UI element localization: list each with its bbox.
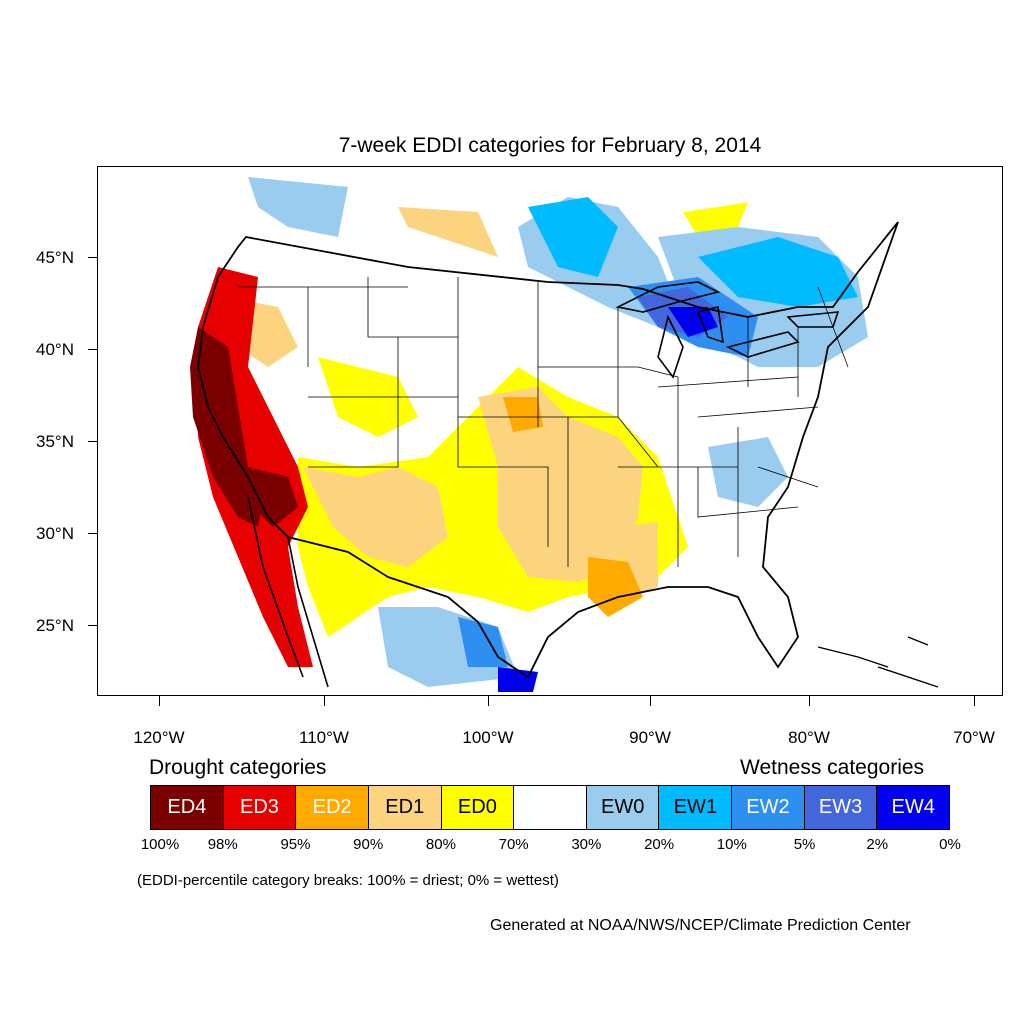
ew4-region-gulf	[498, 667, 538, 692]
legend-break-label: 30%	[571, 836, 602, 853]
category-note: (EDDI-percentile category breaks: 100% =…	[137, 872, 559, 889]
wetness-categories-heading: Wetness categories	[740, 756, 925, 779]
ed4-region-socal	[248, 467, 298, 527]
legend-swatch-label: EW1	[673, 796, 717, 818]
great-lakes	[615, 281, 840, 379]
legend-break-label: 80%	[425, 836, 456, 853]
lon-label-100: 100°W	[462, 728, 514, 747]
lon-tick	[324, 696, 326, 706]
legend-colorbar: ED4 ED3 ED2 ED1 ED0 EW0 EW1 EW2 EW3 EW4	[150, 785, 950, 830]
legend-swatch-ed2: ED2	[296, 786, 369, 829]
lon-tick	[159, 696, 161, 706]
lon-tick	[809, 696, 811, 706]
legend-swatch-label: ED4	[167, 796, 207, 818]
legend-swatch-neutral	[514, 786, 587, 829]
lat-label-35: 35°N	[36, 432, 74, 451]
legend-swatch-ew4: EW4	[877, 786, 950, 829]
legend-break-label: 10%	[716, 836, 747, 853]
lon-label-120: 120°W	[133, 728, 185, 747]
map-title: 7-week EDDI categories for February 8, 2…	[338, 134, 762, 157]
lon-label-90: 90°W	[629, 728, 671, 747]
baja-outline	[247, 496, 304, 678]
mexico-outline	[287, 536, 329, 688]
legend-swatch-label: ED3	[240, 796, 279, 818]
legend-swatch-ew0: EW0	[586, 786, 660, 829]
ew0-region-nw	[248, 177, 348, 237]
lat-tick	[88, 533, 98, 535]
map-frame	[97, 166, 1003, 696]
state-borders	[238, 277, 849, 567]
lon-label-70: 70°W	[953, 728, 995, 747]
ed4-region-california	[190, 327, 263, 527]
ew2-region-southtx	[458, 617, 508, 667]
ed2-region-kansas	[503, 397, 543, 432]
legend-swatch-label: EW2	[746, 796, 790, 818]
lat-tick	[88, 349, 98, 351]
ew1-region-ne	[698, 237, 858, 307]
legend-break-label: 95%	[280, 836, 311, 853]
legend-break-label: 5%	[793, 836, 816, 853]
legend-swatch-ew3: EW3	[804, 786, 878, 829]
legend-swatch-label: ED1	[385, 796, 425, 818]
legend-break-label: 20%	[644, 836, 675, 853]
ed1-region-sw	[303, 467, 448, 567]
lat-tick	[88, 625, 98, 627]
legend-break-label: 70%	[498, 836, 529, 853]
lon-tick	[488, 696, 490, 706]
legend-swatch-ew2: EW2	[732, 786, 805, 829]
caribbean-islands	[817, 636, 939, 688]
ed1-region-plains	[478, 387, 643, 582]
lat-tick	[88, 257, 98, 259]
credit-line: Generated at NOAA/NWS/NCEP/Climate Predi…	[490, 917, 911, 934]
legend-swatch-label: EW0	[600, 796, 645, 818]
legend-break-label: 98%	[207, 836, 238, 853]
ew0-region-se	[708, 437, 788, 507]
legend-swatch-ew1: EW1	[659, 786, 733, 829]
legend-break-label: 0%	[939, 836, 961, 853]
lat-label-25: 25°N	[36, 616, 74, 635]
legend-swatch-label: ED0	[457, 796, 497, 818]
lat-label-40: 40°N	[36, 340, 74, 359]
lat-label-45: 45°N	[36, 248, 74, 267]
ed1-region-north	[398, 207, 498, 257]
legend-break-label: 100%	[140, 836, 180, 853]
ed2-region-la	[588, 557, 643, 617]
legend-swatch-ed4: ED4	[151, 786, 224, 829]
lon-tick	[650, 696, 652, 706]
lat-tick	[88, 441, 98, 443]
lon-tick	[974, 696, 976, 706]
drought-categories-heading: Drought categories	[149, 756, 327, 779]
legend-break-label: 2%	[866, 836, 889, 853]
ew1-region-upper-mw	[528, 197, 618, 277]
legend-swatch-ed1: ED1	[368, 786, 442, 829]
legend-swatch-ed3: ED3	[223, 786, 297, 829]
legend-swatch-ed0: ED0	[441, 786, 515, 829]
lon-label-110: 110°W	[299, 728, 349, 747]
legend-swatch-label: EW4	[891, 796, 935, 818]
us-outline	[197, 221, 899, 679]
lon-label-80: 80°W	[788, 728, 830, 747]
legend-break-label: 90%	[353, 836, 384, 853]
legend-swatch-label: ED2	[312, 796, 352, 818]
eddi-map	[190, 177, 939, 692]
legend-swatch-label: EW3	[818, 796, 863, 818]
lat-label-30: 30°N	[36, 524, 74, 543]
